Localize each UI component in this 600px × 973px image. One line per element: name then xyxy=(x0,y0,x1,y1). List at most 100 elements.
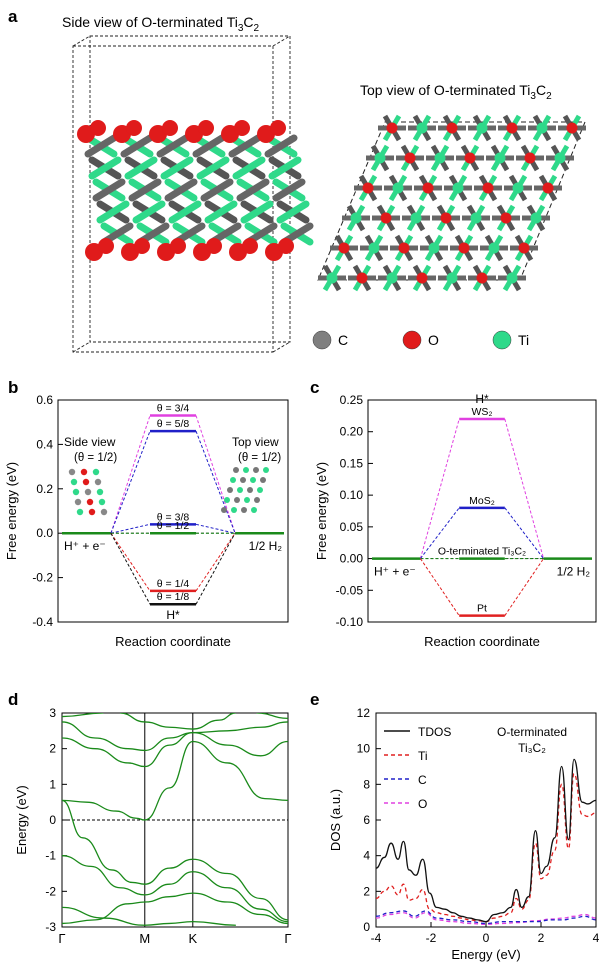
oxygen-atom xyxy=(98,238,114,254)
atom xyxy=(338,242,350,254)
level-label-1: MoS₂ xyxy=(469,495,495,507)
bond xyxy=(272,178,306,202)
atom xyxy=(234,497,240,503)
panel-label-e: e xyxy=(310,690,319,709)
atom xyxy=(464,152,476,164)
atom xyxy=(243,467,249,473)
level-label-3: Pt xyxy=(477,603,487,615)
y-axis-label: DOS (a.u.) xyxy=(328,789,343,851)
legend-label-c: C xyxy=(418,773,427,787)
atom xyxy=(542,182,554,194)
y-tick-label: 0.15 xyxy=(340,456,364,470)
atom xyxy=(233,467,239,473)
annotation-line-1: O-terminated xyxy=(497,725,567,739)
connector-right xyxy=(504,507,544,559)
atom xyxy=(227,487,233,493)
y-tick-label: 0.10 xyxy=(340,488,364,502)
oxygen-atom xyxy=(162,120,178,136)
atom xyxy=(416,272,428,284)
atom xyxy=(356,272,368,284)
inset-right-title: Top view xyxy=(232,435,279,449)
level-label-2: θ = 3/8 xyxy=(157,511,190,523)
atom xyxy=(422,182,434,194)
x-tick-label: 4 xyxy=(593,931,600,945)
level-label-0: θ = 3/4 xyxy=(157,403,190,415)
y-tick-label: -0.4 xyxy=(32,615,53,629)
atom xyxy=(96,488,104,496)
x-tick-label: 0 xyxy=(483,931,490,945)
intermediate-label: H* xyxy=(475,392,489,406)
y-tick-label: 2 xyxy=(49,742,56,756)
atom xyxy=(434,152,446,164)
x-tick-label: -4 xyxy=(371,931,382,945)
y-tick-label: -0.2 xyxy=(32,571,53,585)
atom xyxy=(251,507,257,513)
bond xyxy=(132,200,166,224)
x-axis-label: Reaction coordinate xyxy=(424,634,540,649)
atom xyxy=(476,122,488,134)
initial-state-label: H⁺ + e⁻ xyxy=(64,539,106,553)
legend-label-tdos: TDOS xyxy=(418,725,451,739)
level-label-3: θ = 1/2 xyxy=(157,520,190,532)
legend-label-o: O xyxy=(418,797,427,811)
atom xyxy=(494,152,506,164)
connector-right xyxy=(195,532,236,592)
connector-left xyxy=(420,558,460,616)
connector-right xyxy=(504,418,545,559)
bond xyxy=(120,134,154,158)
side-view-structure xyxy=(77,120,314,261)
bond xyxy=(264,134,298,158)
atom xyxy=(452,182,464,194)
connector-left xyxy=(419,418,460,559)
bond xyxy=(240,200,274,224)
y-tick-label: 12 xyxy=(357,706,371,720)
inset-left-structure xyxy=(68,468,108,516)
y-tick-label: -0.05 xyxy=(336,583,364,597)
atom xyxy=(98,498,106,506)
inset-right-subtitle: (θ = 1/2) xyxy=(238,452,281,464)
chart-c: -0.10 -0.05 0.00 0.05 0.10 0.15 0.20 0.25 Reacti… xyxy=(314,392,597,649)
atom xyxy=(82,478,90,486)
legend-label-ti: Ti xyxy=(418,749,428,763)
y-axis-label: Free energy (eV) xyxy=(314,462,329,560)
bond xyxy=(232,156,266,180)
y-tick-label: 0.4 xyxy=(36,437,53,451)
inset-left-title: Side view xyxy=(64,435,116,449)
oxygen-atom xyxy=(242,238,258,254)
atom xyxy=(362,182,374,194)
band-5 xyxy=(119,713,236,730)
bond xyxy=(276,200,310,224)
atom xyxy=(74,498,82,506)
atom xyxy=(458,242,470,254)
atom xyxy=(237,487,243,493)
atom xyxy=(386,122,398,134)
bond xyxy=(164,178,198,202)
atom xyxy=(326,272,338,284)
y-tick-label: 3 xyxy=(49,706,56,720)
y-tick-label: 10 xyxy=(357,742,371,756)
atom xyxy=(518,242,530,254)
k-point-label-1: M xyxy=(139,931,150,946)
panel-label-a: a xyxy=(8,7,18,26)
atom xyxy=(440,212,452,224)
inset-left-subtitle: (θ = 1/2) xyxy=(74,452,117,464)
band-2 xyxy=(62,731,288,768)
y-tick-label: -3 xyxy=(45,920,56,934)
atom xyxy=(536,122,548,134)
bond xyxy=(84,134,118,158)
atom xyxy=(76,508,84,516)
bond xyxy=(228,134,262,158)
atom xyxy=(244,497,250,503)
y-tick-label: 0 xyxy=(49,813,56,827)
level-label-1: θ = 5/8 xyxy=(157,418,190,430)
oxygen-atom xyxy=(270,120,286,136)
connector-right xyxy=(195,415,236,534)
level-label-5: θ = 1/8 xyxy=(157,591,190,603)
oxygen-atom xyxy=(170,238,186,254)
legend-atom-o xyxy=(402,330,422,350)
y-tick-label: -0.10 xyxy=(336,615,364,629)
level-label-0: WS₂ xyxy=(472,406,493,418)
atom xyxy=(254,497,260,503)
band-9 xyxy=(256,713,288,719)
